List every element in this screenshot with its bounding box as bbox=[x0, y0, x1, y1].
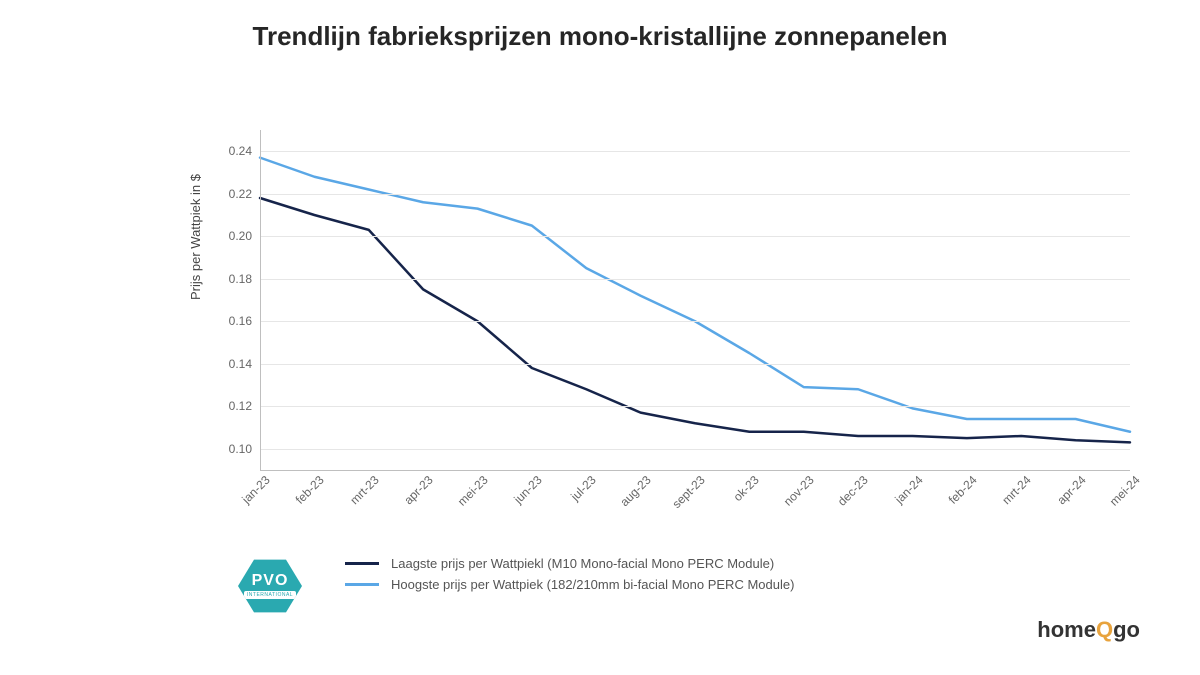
x-tick-label: jan-23 bbox=[239, 473, 272, 506]
legend-label: Hoogste prijs per Wattpiek (182/210mm bi… bbox=[391, 577, 794, 592]
x-tick-label: ok-23 bbox=[731, 473, 762, 504]
legend: Laagste prijs per Wattpiekl (M10 Mono-fa… bbox=[345, 550, 794, 598]
homeqgo-q: Q bbox=[1096, 617, 1113, 643]
x-tick-label: apr-24 bbox=[1054, 473, 1088, 507]
x-axis-line bbox=[260, 470, 1130, 471]
pvo-text-sub: INTERNATIONAL bbox=[244, 591, 296, 599]
plot-area: 0.100.120.140.160.180.200.220.24jan-23fe… bbox=[260, 130, 1130, 470]
line-series-svg bbox=[260, 130, 1130, 470]
x-tick-label: mrt-23 bbox=[347, 473, 381, 507]
gridline bbox=[260, 364, 1130, 365]
x-tick-label: nov-23 bbox=[781, 473, 817, 509]
x-tick-label: feb-24 bbox=[946, 473, 980, 507]
x-tick-label: mei-24 bbox=[1107, 473, 1143, 509]
chart-title: Trendlijn fabrieksprijzen mono-kristalli… bbox=[200, 20, 1000, 53]
y-axis-line bbox=[260, 130, 261, 470]
y-tick-label: 0.14 bbox=[229, 357, 260, 371]
gridline bbox=[260, 321, 1130, 322]
y-tick-label: 0.24 bbox=[229, 144, 260, 158]
y-tick-label: 0.18 bbox=[229, 272, 260, 286]
gridline bbox=[260, 151, 1130, 152]
y-tick-label: 0.22 bbox=[229, 187, 260, 201]
y-tick-label: 0.10 bbox=[229, 442, 260, 456]
gridline bbox=[260, 406, 1130, 407]
legend-item: Hoogste prijs per Wattpiek (182/210mm bi… bbox=[345, 577, 794, 592]
gridline bbox=[260, 194, 1130, 195]
y-axis-label: Prijs per Wattpiek in $ bbox=[188, 174, 203, 300]
series-line bbox=[260, 158, 1130, 432]
x-tick-label: jun-23 bbox=[511, 473, 544, 506]
y-tick-label: 0.20 bbox=[229, 229, 260, 243]
legend-swatch bbox=[345, 583, 379, 586]
x-tick-label: mei-23 bbox=[454, 473, 490, 509]
pvo-logo: PVO INTERNATIONAL bbox=[230, 550, 310, 622]
x-tick-label: jan-24 bbox=[892, 473, 925, 506]
x-tick-label: jul-23 bbox=[568, 473, 599, 504]
homeqgo-logo: homeQgo bbox=[1037, 617, 1140, 643]
legend-swatch bbox=[345, 562, 379, 565]
gridline bbox=[260, 449, 1130, 450]
gridline bbox=[260, 279, 1130, 280]
homeqgo-post: go bbox=[1113, 617, 1140, 643]
x-tick-label: aug-23 bbox=[617, 473, 653, 509]
y-tick-label: 0.12 bbox=[229, 399, 260, 413]
pvo-text-main: PVO bbox=[252, 573, 289, 589]
x-tick-label: apr-23 bbox=[401, 473, 435, 507]
homeqgo-pre: home bbox=[1037, 617, 1096, 643]
x-tick-label: feb-23 bbox=[293, 473, 327, 507]
chart-container: Trendlijn fabrieksprijzen mono-kristalli… bbox=[0, 0, 1200, 675]
x-tick-label: dec-23 bbox=[835, 473, 871, 509]
x-tick-label: sept-23 bbox=[670, 473, 708, 511]
legend-label: Laagste prijs per Wattpiekl (M10 Mono-fa… bbox=[391, 556, 774, 571]
legend-item: Laagste prijs per Wattpiekl (M10 Mono-fa… bbox=[345, 556, 794, 571]
gridline bbox=[260, 236, 1130, 237]
pvo-hexagon: PVO INTERNATIONAL bbox=[238, 558, 302, 614]
y-tick-label: 0.16 bbox=[229, 314, 260, 328]
x-tick-label: mrt-24 bbox=[1000, 473, 1034, 507]
